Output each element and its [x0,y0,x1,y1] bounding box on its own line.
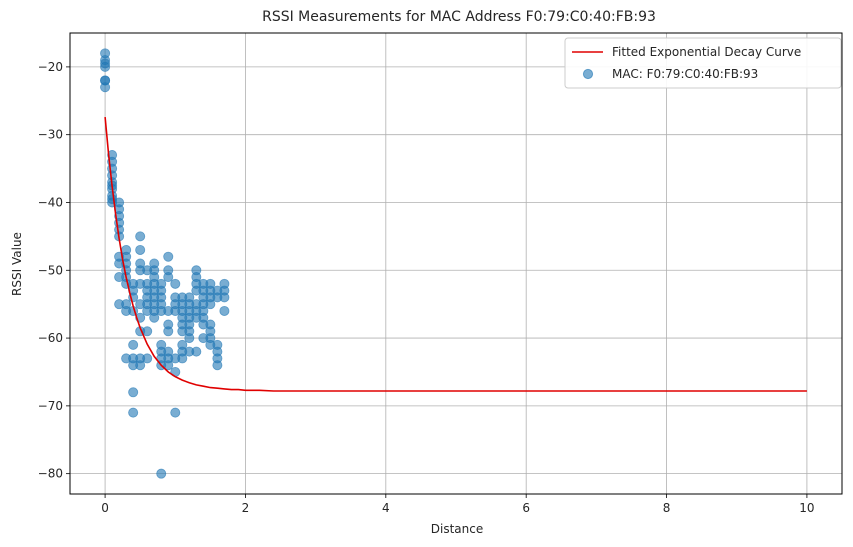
y-tick-label: −20 [38,60,63,74]
scatter-point [128,339,139,350]
scatter-point [149,312,160,323]
y-tick-label: −50 [38,263,63,277]
scatter-point [128,407,139,418]
legend-label-fit: Fitted Exponential Decay Curve [612,45,801,59]
fitted-curve-line [104,117,807,392]
scatter-point [142,353,153,364]
y-tick-label: −70 [38,399,63,413]
y-tick-label: −40 [38,195,63,209]
x-tick-label: 6 [522,501,530,515]
scatter-point [163,326,174,337]
scatter-point [135,244,146,255]
scatter-point [219,305,230,316]
y-tick-label: −30 [38,128,63,142]
scatter-point [128,387,139,398]
scatter-point [205,299,216,310]
y-axis-label: RSSI Value [10,232,24,296]
legend-label-mac: MAC: F0:79:C0:40:FB:93 [612,67,758,81]
scatter-point [191,346,202,357]
x-axis-label: Distance [431,522,483,536]
x-tick-label: 8 [663,501,671,515]
legend-marker-swatch [582,68,594,80]
scatter-point [135,231,146,242]
scatter-point [156,468,167,479]
y-tick-label: −60 [38,331,63,345]
x-tick-label: 0 [101,501,109,515]
scatter-point [100,82,111,93]
scatter-point [100,61,111,72]
plot-area [100,48,807,479]
x-tick-label: 10 [799,501,814,515]
scatter-point [177,353,188,364]
scatter-point [163,360,174,371]
plot-frame [69,32,843,495]
x-tick-label: 4 [382,501,390,515]
y-tick-label: −80 [38,467,63,481]
scatter-point [142,326,153,337]
scatter-point [170,407,181,418]
legend: Fitted Exponential Decay Curve MAC: F0:7… [564,37,842,89]
x-tick-label: 2 [242,501,250,515]
scatter-point [184,333,195,344]
chart-title: RSSI Measurements for MAC Address F0:79:… [262,9,656,25]
axes: 0 2 4 6 8 10 −80 −70 −60 −50 −40 −30 −20 [38,60,815,515]
scatter-point [219,292,230,303]
legend-box [564,37,842,89]
scatter-point [163,251,174,262]
scatter-point [135,360,146,371]
scatter-point [163,272,174,283]
scatter-point [212,360,223,371]
scatter-point [170,278,181,289]
